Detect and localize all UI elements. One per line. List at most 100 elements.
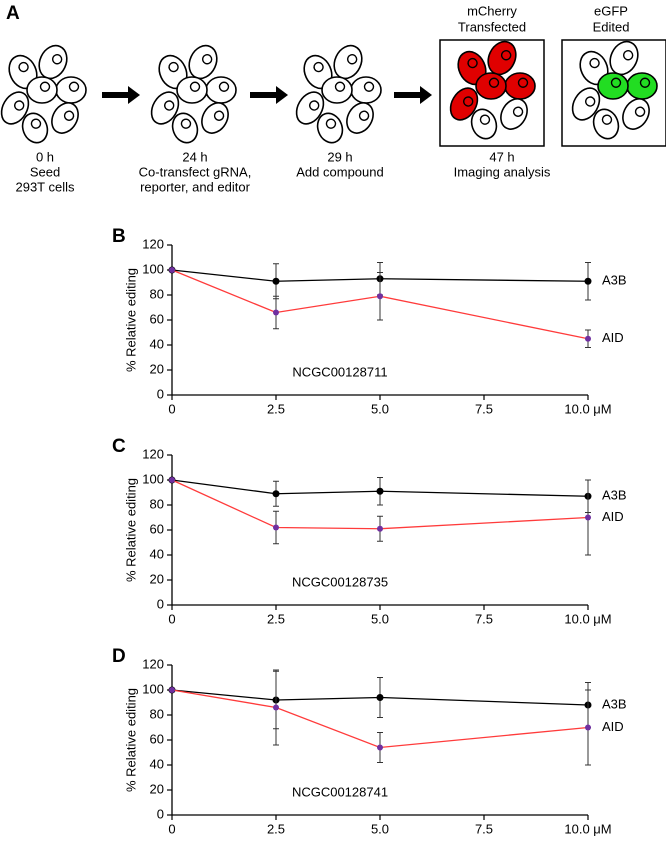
cell bbox=[597, 72, 629, 100]
cell-nucleus bbox=[589, 57, 600, 69]
data-point bbox=[377, 525, 383, 532]
series-label: AID bbox=[602, 509, 624, 524]
cell-nucleus bbox=[610, 77, 622, 88]
compound-label: NCGC00128711 bbox=[292, 364, 387, 379]
cell bbox=[150, 91, 180, 125]
cell-nucleus bbox=[479, 114, 491, 125]
x-tick-label: 5.0 bbox=[371, 401, 389, 416]
series-label: AID bbox=[602, 330, 624, 345]
y-tick-label: 20 bbox=[150, 361, 164, 376]
cell bbox=[205, 76, 237, 104]
y-tick-label: 40 bbox=[150, 756, 164, 771]
x-tick-label: 7.5 bbox=[475, 401, 493, 416]
cell-nucleus bbox=[325, 118, 337, 129]
cell bbox=[333, 44, 363, 80]
x-tick-label: 2.5 bbox=[267, 401, 285, 416]
cell bbox=[55, 76, 87, 104]
x-tick-label: 0 bbox=[168, 611, 175, 626]
x-tick-label: 10.0 μM bbox=[564, 611, 611, 626]
y-tick-label: 60 bbox=[150, 731, 164, 746]
cell-nucleus bbox=[309, 100, 320, 111]
step-text: Add compound bbox=[296, 164, 383, 179]
image-title: mCherry bbox=[467, 3, 517, 18]
cell-nucleus bbox=[164, 100, 175, 111]
cell-nucleus bbox=[313, 61, 324, 73]
y-tick-label: 0 bbox=[157, 386, 164, 401]
step-time: 24 h bbox=[182, 149, 207, 164]
data-point bbox=[377, 293, 383, 300]
x-tick-label: 2.5 bbox=[267, 611, 285, 626]
cell bbox=[321, 76, 353, 104]
step-text: 293T cells bbox=[15, 179, 75, 194]
series-label: A3B bbox=[602, 696, 627, 711]
cell-nucleus bbox=[334, 81, 346, 92]
arrow-head bbox=[276, 86, 288, 104]
cell bbox=[26, 76, 58, 104]
cell bbox=[571, 87, 601, 121]
series-line bbox=[171, 269, 589, 340]
series-label: AID bbox=[602, 719, 624, 734]
compound-label: NCGC00128741 bbox=[292, 784, 388, 799]
y-tick-label: 20 bbox=[150, 571, 164, 586]
data-point bbox=[273, 524, 279, 531]
y-tick-label: 40 bbox=[150, 546, 164, 561]
cell bbox=[470, 108, 498, 140]
cell bbox=[295, 91, 325, 125]
series-line bbox=[171, 479, 589, 497]
data-point bbox=[376, 694, 384, 701]
y-tick-label: 80 bbox=[150, 706, 164, 721]
y-tick-label: 60 bbox=[150, 311, 164, 326]
cell bbox=[609, 40, 639, 76]
cell-nucleus bbox=[512, 106, 524, 117]
image-title: Transfected bbox=[458, 19, 526, 34]
compound-label: NCGC00128735 bbox=[292, 574, 388, 589]
cell bbox=[21, 112, 49, 144]
y-axis-label: % Relative editing bbox=[123, 688, 138, 792]
panel-label: A bbox=[6, 3, 20, 24]
x-tick-label: 0 bbox=[168, 401, 175, 416]
cell-nucleus bbox=[634, 106, 646, 117]
cell bbox=[475, 72, 507, 100]
series-line bbox=[171, 689, 589, 749]
step-time: 29 h bbox=[327, 149, 352, 164]
y-tick-label: 80 bbox=[150, 286, 164, 301]
data-point bbox=[169, 267, 175, 273]
cell-nucleus bbox=[51, 54, 63, 65]
y-tick-label: 0 bbox=[157, 806, 164, 821]
y-axis-label: % Relative editing bbox=[123, 268, 138, 372]
cell bbox=[504, 72, 536, 100]
cell-nucleus bbox=[63, 110, 75, 121]
y-tick-label: 100 bbox=[142, 681, 164, 696]
x-tick-label: 7.5 bbox=[475, 821, 493, 836]
y-tick-label: 120 bbox=[142, 236, 164, 251]
cell-nucleus bbox=[39, 81, 51, 92]
cell-nucleus bbox=[213, 110, 225, 121]
y-tick-label: 100 bbox=[142, 261, 164, 276]
panel-label: C bbox=[112, 436, 126, 457]
cell-nucleus bbox=[30, 118, 42, 129]
cell bbox=[38, 44, 68, 80]
cell-nucleus bbox=[363, 81, 375, 92]
cell-nucleus bbox=[189, 81, 201, 92]
cell bbox=[316, 112, 344, 144]
cell bbox=[449, 87, 479, 121]
step-time: 0 h bbox=[36, 149, 54, 164]
y-tick-label: 100 bbox=[142, 471, 164, 486]
data-point bbox=[584, 277, 592, 285]
y-tick-label: 120 bbox=[142, 656, 164, 671]
cell bbox=[201, 102, 229, 134]
data-point bbox=[377, 744, 383, 751]
cell-nucleus bbox=[601, 114, 613, 125]
data-point bbox=[585, 724, 591, 731]
data-point bbox=[272, 277, 280, 285]
cell-nucleus bbox=[68, 81, 80, 92]
data-point bbox=[273, 704, 279, 711]
series-line bbox=[171, 269, 589, 282]
cell-nucleus bbox=[14, 100, 25, 111]
cell-nucleus bbox=[467, 57, 478, 69]
cell-nucleus bbox=[180, 118, 192, 129]
cell-nucleus bbox=[488, 77, 500, 88]
panel-label: B bbox=[112, 226, 126, 247]
panel-label: D bbox=[112, 646, 126, 667]
